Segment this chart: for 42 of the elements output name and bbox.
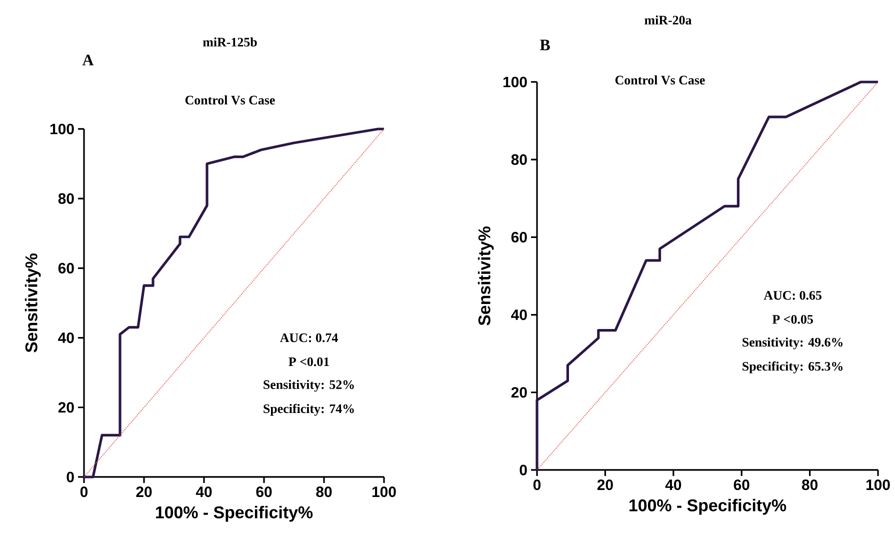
x-tick-label: 20 — [136, 486, 152, 498]
annotation: AUC: 0.74 — [280, 333, 338, 342]
y-tick-label: 0 — [66, 472, 74, 482]
x-tick-label: 40 — [196, 486, 212, 498]
x-tick-label: 80 — [802, 480, 818, 490]
x-tick-label: 0 — [533, 480, 541, 490]
annotation: AUC: 0.65 — [764, 290, 822, 300]
x-tick-label: 80 — [316, 486, 332, 498]
y-tick-label: 20 — [511, 387, 527, 398]
chart-title: miR-125b — [203, 37, 257, 47]
y-tick-label: 40 — [58, 332, 74, 344]
y-tick-label: 40 — [511, 309, 527, 320]
x-tick-label: 100 — [372, 486, 396, 498]
x-tick-label: 40 — [665, 480, 682, 490]
y-tick-label: 80 — [511, 154, 527, 165]
y-tick-label: 0 — [520, 464, 527, 476]
annotation: Sensitivity: 52% — [264, 380, 354, 392]
y-tick-label: 60 — [58, 262, 74, 274]
x-tick-label: 0 — [80, 486, 88, 498]
annotation: Sensitivity: 49.6% — [742, 337, 842, 350]
annotation: Specificity: 65.3% — [742, 361, 842, 374]
y-tick-label: 60 — [511, 232, 527, 242]
x-tick-label: 60 — [734, 480, 750, 490]
annotation: P <0.01 — [288, 357, 329, 366]
y-axis-title: Sensitivity% — [478, 226, 494, 326]
annotation: Specificity: 74% — [264, 404, 354, 416]
x-tick-label: 20 — [597, 480, 613, 490]
x-tick-label: 100 — [866, 480, 890, 490]
y-tick-label: 100 — [50, 124, 74, 134]
text: A — [82, 54, 94, 66]
chart-subtitle: Control Vs Case — [185, 95, 275, 105]
y-tick-label: 80 — [58, 193, 74, 204]
chart-title: miR-20a — [644, 15, 692, 25]
y-tick-label: 100 — [503, 76, 527, 88]
annotation: P <0.05 — [772, 314, 813, 324]
chart-subtitle: Control Vs Case — [615, 75, 705, 85]
text: B — [540, 40, 550, 50]
x-tick-label: 60 — [256, 486, 272, 498]
y-tick-label: 20 — [58, 402, 74, 413]
x-axis-title: 100% - Specificity% — [156, 506, 313, 522]
y-axis-title: Sensitivity% — [24, 254, 41, 352]
x-axis-title: 100% - Specificity% — [630, 498, 786, 515]
